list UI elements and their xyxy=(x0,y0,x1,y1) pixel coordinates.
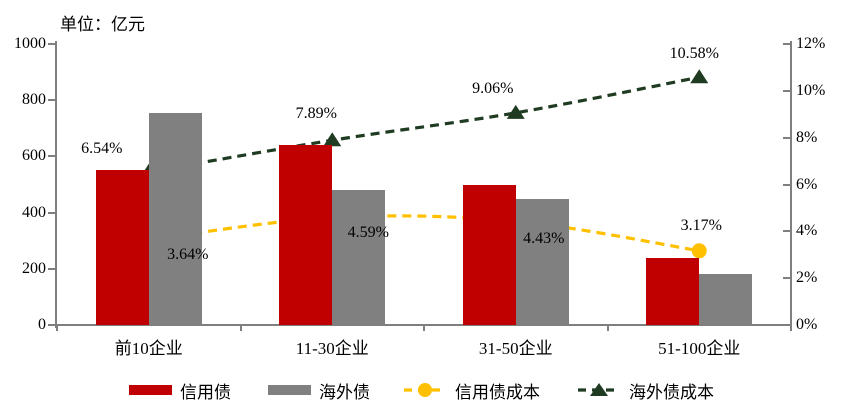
right-axis-tick-label: 4% xyxy=(796,222,818,240)
bar-overseas-bond-g2 xyxy=(515,198,569,325)
left-axis-tick xyxy=(48,43,55,45)
legend-item-2: 信用债成本 xyxy=(403,380,540,402)
data-label-credit-cost-g2: 4.43% xyxy=(523,230,565,248)
legend-item-3: 海外债成本 xyxy=(577,380,714,402)
legend-label: 海外债成本 xyxy=(629,382,714,402)
marker-triangle-g1 xyxy=(323,132,342,147)
right-axis-tick xyxy=(783,230,790,233)
left-axis-tick-label: 0 xyxy=(38,316,46,333)
category-label: 前10企业 xyxy=(114,339,183,358)
left-axis-tick-label: 800 xyxy=(22,91,46,109)
legend-label: 信用债成本 xyxy=(455,382,540,402)
bar-overseas-bond-g3 xyxy=(699,274,753,325)
left-axis-tick-label: 1000 xyxy=(14,35,46,52)
category-label: 31-50企业 xyxy=(478,339,553,358)
line-credit-cost xyxy=(148,214,700,253)
legend-item-0: 信用债 xyxy=(129,380,231,402)
right-axis-tick xyxy=(783,324,790,326)
legend-label: 信用债 xyxy=(180,382,231,402)
x-axis-tick xyxy=(790,325,792,331)
left-axis-tick xyxy=(48,99,55,102)
legend-item-1: 海外债 xyxy=(268,380,370,402)
right-axis-tick xyxy=(783,277,790,280)
data-label-overseas-cost-g2: 9.06% xyxy=(472,79,514,97)
marker-circle-g3 xyxy=(691,243,707,259)
category-label: 51-100企业 xyxy=(658,339,741,358)
left-axis xyxy=(55,41,57,328)
left-axis-tick xyxy=(48,267,55,270)
left-axis-tick xyxy=(48,211,55,214)
x-axis-tick xyxy=(423,325,425,331)
data-label-overseas-cost-g1: 7.89% xyxy=(295,105,337,123)
marker-triangle-g2 xyxy=(506,104,525,119)
x-axis-tick xyxy=(606,325,609,331)
category-label: 11-30企业 xyxy=(295,339,369,358)
legend-swatch-line-triangle xyxy=(578,383,620,396)
marker-triangle-g3 xyxy=(690,69,709,84)
bar-credit-bond-g3 xyxy=(646,257,700,325)
bar-overseas-bond-g0 xyxy=(148,112,202,325)
data-label-credit-cost-g3: 3.17% xyxy=(680,216,722,234)
right-axis-tick-label: 6% xyxy=(796,175,818,193)
data-label-overseas-cost-g3: 10.58% xyxy=(669,45,719,63)
right-axis-tick-label: 10% xyxy=(796,81,826,99)
x-axis-tick xyxy=(56,325,58,331)
right-axis-tick-label: 2% xyxy=(796,269,818,287)
right-axis-tick xyxy=(783,43,790,45)
x-axis-tick xyxy=(239,325,242,331)
left-axis-tick-label: 400 xyxy=(22,203,46,221)
left-axis-tick-label: 600 xyxy=(22,147,46,165)
right-axis-tick xyxy=(783,136,790,139)
bar-credit-bond-g0 xyxy=(95,170,149,325)
legend-swatch-line-circle xyxy=(404,383,446,397)
left-axis-tick xyxy=(48,324,55,326)
bar-overseas-bond-g1 xyxy=(332,190,386,325)
data-label-credit-cost-g1: 4.59% xyxy=(347,223,389,241)
line-overseas-cost xyxy=(148,75,700,174)
data-label-credit-cost-g0: 3.64% xyxy=(167,245,209,263)
right-axis-tick-label: 12% xyxy=(796,35,826,52)
left-axis-tick-label: 200 xyxy=(22,259,46,277)
data-label-overseas-cost-g0: 6.54% xyxy=(81,139,123,157)
bar-credit-bond-g2 xyxy=(462,184,516,325)
unit-label: 单位：亿元 xyxy=(60,15,145,34)
legend-label: 海外债 xyxy=(319,382,370,402)
right-axis-tick-label: 0% xyxy=(796,316,818,333)
right-axis-tick xyxy=(783,89,790,92)
legend-swatch-bar xyxy=(129,385,172,395)
left-axis-tick xyxy=(48,155,55,158)
bar-credit-bond-g1 xyxy=(279,145,333,325)
right-axis xyxy=(790,41,792,328)
right-axis-tick xyxy=(783,183,790,186)
right-axis-tick-label: 8% xyxy=(796,128,818,146)
legend-swatch-bar xyxy=(268,385,311,395)
